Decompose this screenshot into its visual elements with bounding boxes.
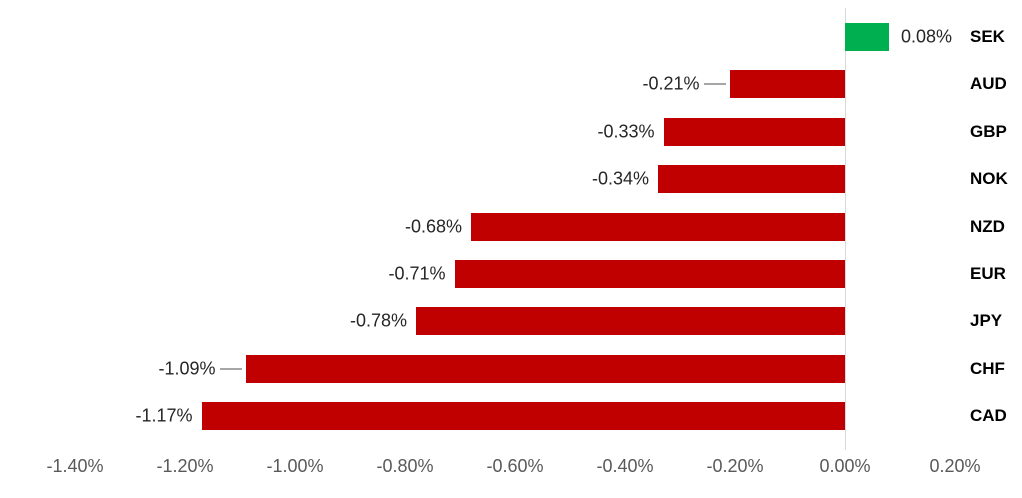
category-label-eur: EUR [970,264,1006,283]
bar-value-label: 0.08% [901,26,953,47]
x-tick-label: 0.20% [929,456,981,476]
x-tick-label: 0.00% [819,456,871,476]
bar-value-label: -1.09% [158,358,216,379]
bar-chf [245,354,845,383]
x-tick-label: -0.20% [706,456,764,476]
bar-sek [845,23,889,51]
x-tick-label: -0.60% [486,456,544,476]
bar-eur [454,260,845,288]
bar-value-label: -0.21% [642,73,700,94]
bar-jpy [416,307,845,336]
bar-cad [201,402,845,431]
category-label-cad: CAD [970,406,1007,426]
category-label-chf: CHF [970,358,1005,378]
category-label-nzd: NZD [970,216,1005,236]
bar-value-label: -0.68% [404,216,462,237]
category-label-jpy: JPY [970,311,1003,331]
bar-value-label: -0.71% [388,263,446,284]
zero-axis-line [845,8,846,450]
leader-line [219,367,242,370]
x-tick-label: -1.40% [46,456,104,476]
bar-nok [658,165,845,194]
category-label-sek: SEK [970,27,1005,46]
bar-value-label: -1.17% [135,405,193,426]
x-tick-label: -0.40% [596,456,654,476]
bar-value-label: -0.34% [591,168,649,189]
bar-value-label: -0.33% [597,121,655,142]
category-label-gbp: GBP [970,121,1007,141]
bar-value-label: -0.78% [349,310,407,331]
x-tick-label: -1.20% [156,456,214,476]
category-label-aud: AUD [970,74,1007,94]
bar-aud [729,70,845,99]
bar-gbp [663,117,845,146]
bar-nzd [471,212,845,241]
leader-line [703,83,726,86]
category-label-nok: NOK [970,169,1008,189]
x-tick-label: -1.00% [266,456,324,476]
x-tick-label: -0.80% [376,456,434,476]
